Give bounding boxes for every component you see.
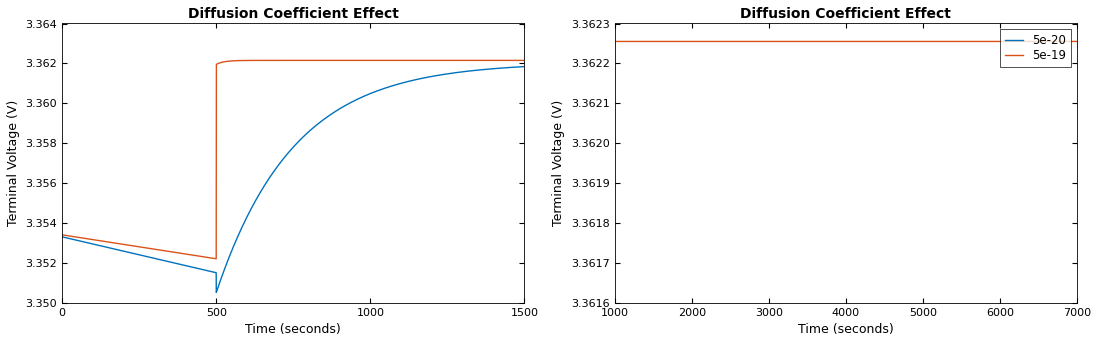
Y-axis label: Terminal Voltage (V): Terminal Voltage (V) [7, 100, 20, 226]
5e-19 [608, 39, 621, 44]
5e-19 [909, 39, 922, 44]
5e-19 [785, 39, 798, 44]
5e-19 [988, 39, 1001, 44]
5e-19 [885, 39, 898, 44]
Title: Diffusion Coefficient Effect: Diffusion Coefficient Effect [188, 7, 399, 21]
X-axis label: Time (seconds): Time (seconds) [798, 323, 894, 336]
5e-19 [1071, 39, 1084, 44]
Y-axis label: Terminal Voltage (V): Terminal Voltage (V) [552, 100, 565, 226]
5e-19 [953, 39, 966, 44]
5e-19 [624, 39, 637, 44]
Legend: 5e-20, 5e-19: 5e-20, 5e-19 [1000, 29, 1071, 67]
Title: Diffusion Coefficient Effect: Diffusion Coefficient Effect [740, 7, 951, 21]
5e-19 [692, 39, 705, 44]
X-axis label: Time (seconds): Time (seconds) [246, 323, 341, 336]
